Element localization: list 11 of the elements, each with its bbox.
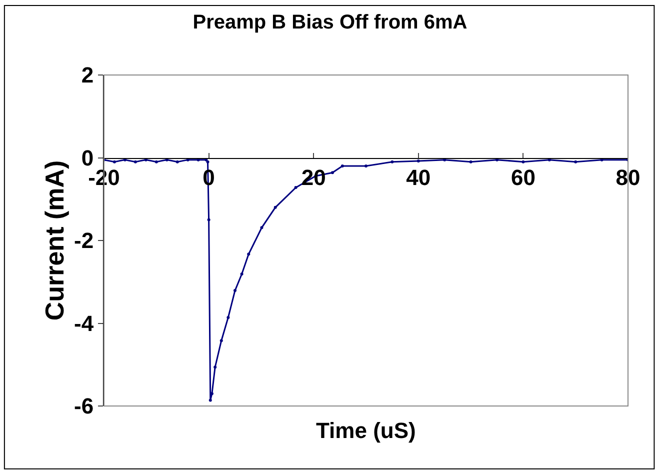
y-tick-label: 2 <box>81 62 94 88</box>
y-tick-label: -4 <box>74 310 94 336</box>
y-tick-label: 0 <box>81 145 94 170</box>
y-axis-title: Current (mA) <box>39 160 70 321</box>
x-tick-label: 60 <box>510 165 536 190</box>
x-tick-label: 40 <box>406 165 431 190</box>
chart-title: Preamp B Bias Off from 6mA <box>192 11 468 34</box>
x-tick-label: 80 <box>616 165 640 190</box>
x-axis-title: Time (uS) <box>316 418 416 443</box>
y-tick-label: -6 <box>74 394 94 419</box>
y-tick-label: -2 <box>74 228 94 254</box>
